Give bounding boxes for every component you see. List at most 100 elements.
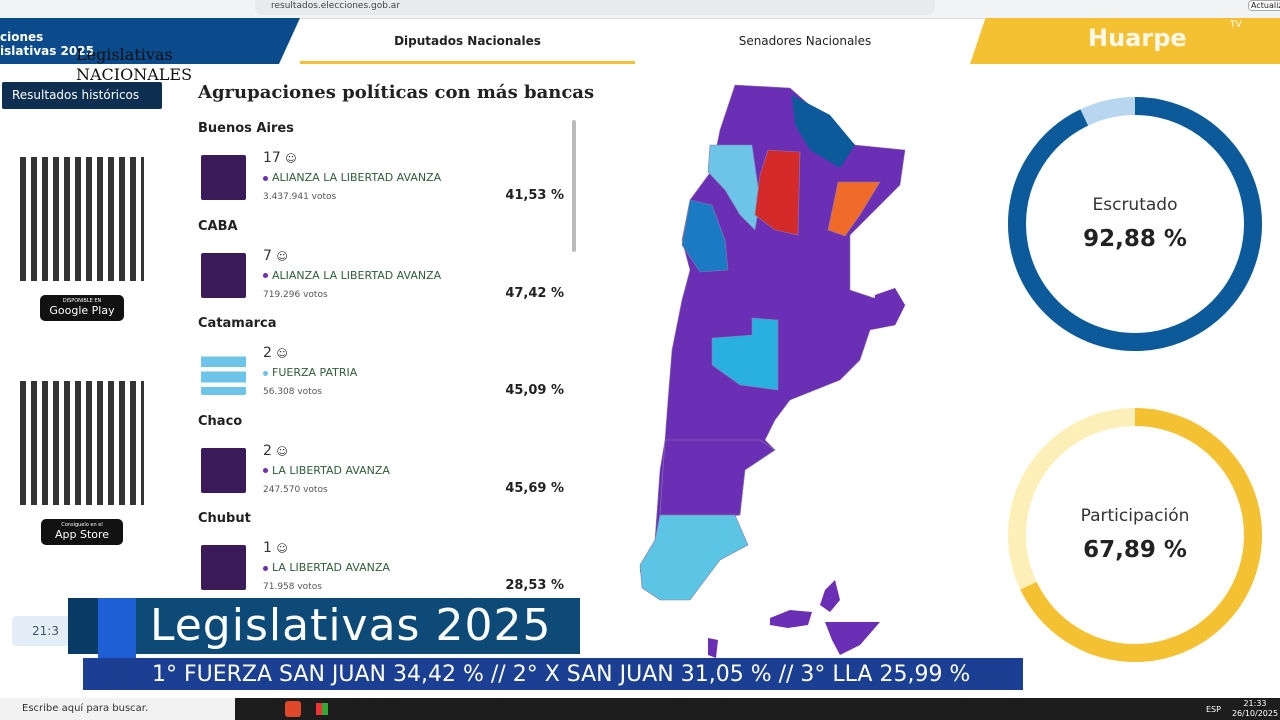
party-label: LA LIBERTAD AVANZA	[272, 561, 390, 574]
province[interactable]	[681, 199, 729, 273]
party-name: ALIANZA LA LIBERTAD AVANZA	[263, 269, 441, 282]
gauge-value: 67,89 %	[1083, 537, 1187, 563]
update-clock: 21:3	[12, 616, 72, 646]
gauge-arc	[1008, 97, 1262, 351]
province[interactable]	[754, 149, 801, 236]
seats: 2 ☺	[263, 345, 288, 361]
party-logo	[201, 155, 246, 200]
person-icon: ☺	[276, 444, 288, 458]
ticker-headline: Legislativas 2025	[150, 600, 552, 651]
scrollbar[interactable]	[572, 120, 576, 252]
percent: 41,53 %	[505, 188, 564, 203]
tray-time: 21:33	[1243, 699, 1267, 708]
header-brand	[0, 18, 300, 64]
qr-code	[20, 381, 144, 505]
island[interactable]	[825, 622, 880, 655]
seats: 17 ☺	[263, 150, 297, 166]
party-label: FUERZA PATRIA	[272, 366, 358, 379]
province[interactable]	[639, 514, 749, 601]
history-button[interactable]: Resultados históricos	[2, 82, 162, 109]
tab[interactable]: Senadores Nacionales	[738, 34, 872, 48]
percent: 45,09 %	[505, 383, 564, 398]
province[interactable]	[659, 439, 776, 516]
address-bar[interactable]: resultados.elecciones.gob.ar	[255, 0, 935, 15]
votes: 3.437.941 votos	[263, 192, 337, 202]
ticker-crawl: 1° FUERZA SAN JUAN 34,42 % // 2° X SAN J…	[152, 662, 971, 687]
seats: 7 ☺	[263, 247, 288, 264]
province[interactable]	[711, 317, 779, 391]
logo-subtitle: NACIONALES	[76, 65, 193, 84]
party-dot	[263, 175, 268, 181]
map	[639, 84, 906, 658]
badge-caption: Consíguelo en el	[61, 522, 103, 528]
party-dot	[263, 273, 268, 278]
province-name: Buenos Aires	[198, 121, 294, 136]
party-label: LA LIBERTAD AVANZA	[272, 463, 390, 477]
gauge-panel: Escrutado 92,88 % Participación 67,89 %	[1008, 97, 1262, 662]
votes: 247.570 votos	[263, 484, 328, 495]
seats: 2 ☺	[263, 442, 288, 459]
party-dot	[263, 565, 268, 571]
person-icon: ☺	[276, 249, 288, 263]
person-icon: ☺	[276, 542, 288, 555]
province-name: Chaco	[198, 413, 243, 429]
votes: 719.296 votos	[263, 289, 328, 300]
logo-line: ciones	[0, 30, 44, 44]
party-logo	[201, 545, 246, 590]
qr-code	[20, 157, 144, 281]
party-dot	[263, 468, 268, 473]
party-name: FUERZA PATRIA	[263, 366, 357, 379]
tray-date: 26/10/2025	[1231, 709, 1279, 718]
tab[interactable]: Diputados Nacionales	[300, 18, 635, 64]
votes: 71.958 votos	[263, 582, 322, 592]
tray-clock[interactable]: 21:33 26/10/2025	[1230, 699, 1280, 719]
logo-text: ciones islativas 2025	[0, 30, 94, 58]
app-store-badge[interactable]: Consíguelo en el App Store	[41, 519, 123, 545]
logo-line: islativas 2025	[0, 44, 94, 58]
party-logo	[201, 350, 246, 395]
update-button[interactable]: Actualiz	[1248, 0, 1280, 11]
votes: 56.308 votos	[263, 387, 322, 397]
person-icon: ☺	[285, 152, 297, 165]
tab-results[interactable]	[970, 18, 1280, 64]
app-icon[interactable]	[316, 703, 328, 715]
ticker-accent	[68, 598, 98, 654]
watermark: Huarpe	[1088, 24, 1187, 52]
island[interactable]	[708, 638, 718, 658]
badge-name: App Store	[54, 528, 110, 541]
gauge-arc	[1008, 408, 1262, 662]
watermark-suffix: TV	[1230, 20, 1242, 30]
island[interactable]	[770, 610, 812, 628]
list-title: Agrupaciones políticas con más bancas	[198, 82, 595, 103]
province[interactable]	[873, 288, 905, 328]
party-name: LA LIBERTAD AVANZA	[263, 464, 390, 477]
badge-name: Google Play	[49, 304, 115, 317]
party-logo	[201, 252, 246, 298]
person-icon: ☺	[276, 347, 288, 360]
badge-caption: DISPONIBLE EN	[62, 298, 102, 304]
province-name: Chubut	[198, 511, 251, 526]
province[interactable]	[792, 95, 855, 168]
province-name: Catamarca	[198, 316, 277, 331]
percent: 47,42 %	[505, 285, 564, 301]
island[interactable]	[820, 580, 840, 612]
gauge-label: Participación	[1081, 506, 1190, 526]
tray-language[interactable]: ESP	[1206, 705, 1221, 714]
province[interactable]	[707, 144, 761, 231]
ticker-band	[68, 598, 580, 654]
party-label: ALIANZA LA LIBERTAD AVANZA	[272, 171, 442, 184]
party-name: LA LIBERTAD AVANZA	[263, 561, 390, 574]
province[interactable]	[827, 181, 881, 237]
gauge-label: Escrutado	[1093, 195, 1178, 215]
seats: 1 ☺	[263, 540, 288, 556]
google-play-badge[interactable]: DISPONIBLE EN Google Play	[40, 295, 124, 321]
ticker-crawl-band	[83, 658, 1023, 690]
taskbar-search[interactable]: Escribe aquí para buscar.	[0, 698, 235, 720]
party-label: ALIANZA LA LIBERTAD AVANZA	[272, 268, 442, 282]
percent: 45,69 %	[505, 480, 564, 496]
party-name: ALIANZA LA LIBERTAD AVANZA	[263, 171, 441, 184]
party-logo	[201, 447, 246, 493]
gauge-value: 92,88 %	[1083, 226, 1187, 252]
app-icon[interactable]	[285, 701, 301, 717]
